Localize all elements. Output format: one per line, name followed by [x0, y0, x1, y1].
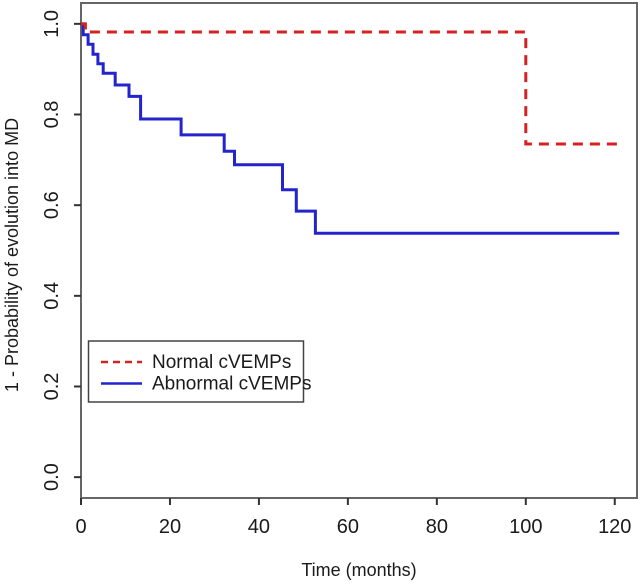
x-tick-label: 120 [598, 516, 631, 538]
y-axis: 0.0 0.2 0.4 0.6 0.8 1.0 [41, 10, 81, 491]
x-tick-label: 0 [75, 516, 86, 538]
legend-box [87, 340, 305, 403]
y-tick-label: 0.6 [41, 191, 63, 219]
x-tick-label: 20 [159, 516, 181, 538]
x-axis-label: Time (months) [301, 560, 416, 580]
x-tick-label: 100 [509, 516, 542, 538]
legend-label-abnormal: Abnormal cVEMPs [152, 374, 311, 395]
y-tick-label: 0.8 [41, 101, 63, 129]
y-axis-label: 1 - Probability of evolution into MD [2, 118, 22, 392]
abnormal-cvemps-curve [81, 22, 620, 235]
legend: Normal cVEMPs Abnormal cVEMPs [87, 340, 311, 403]
x-tick-label: 40 [248, 516, 270, 538]
x-axis: 0 20 40 60 80 100 120 [75, 498, 631, 538]
y-tick-label: 0.0 [41, 463, 63, 491]
x-tick-label: 80 [426, 516, 448, 538]
y-tick-label: 1.0 [41, 10, 63, 38]
y-tick-label: 0.2 [41, 373, 63, 401]
y-tick-label: 0.4 [41, 282, 63, 310]
normal-cvemps-curve [81, 22, 617, 146]
plot-border [80, 2, 638, 499]
legend-label-normal: Normal cVEMPs [152, 352, 291, 373]
series-lines [81, 22, 620, 235]
x-tick-label: 60 [337, 516, 359, 538]
